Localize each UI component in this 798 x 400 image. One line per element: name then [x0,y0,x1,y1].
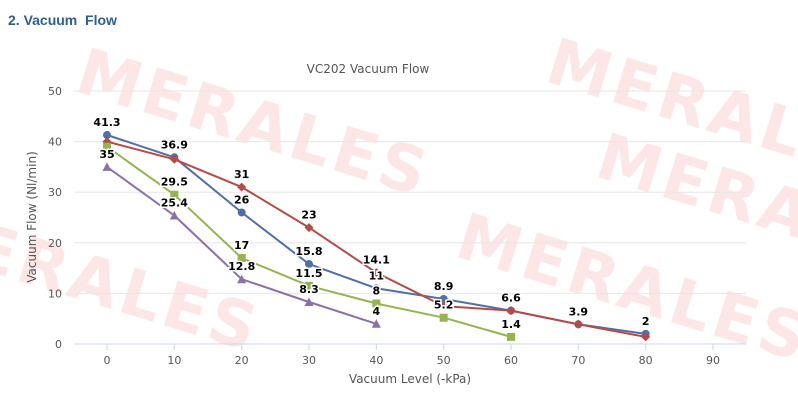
data-point [371,268,381,278]
data-point [573,319,583,329]
x-tick-label: 80 [639,354,653,367]
data-point [641,332,651,342]
data-label: 23 [301,209,316,222]
data-label: 11.5 [295,267,322,280]
y-tick-label: 20 [48,237,62,250]
x-tick-label: 20 [235,354,249,367]
data-point [237,182,247,192]
x-axis-title: Vacuum Level (-kPa) [349,372,471,386]
data-point [439,301,449,311]
x-tick-label: 0 [104,354,111,367]
data-point [439,313,448,322]
data-label: 36.9 [161,138,188,151]
data-point [103,131,111,140]
y-tick-label: 50 [48,85,62,98]
data-label: 12.8 [228,260,255,273]
data-label: 8.9 [434,280,454,293]
data-label: 3.9 [569,305,589,318]
chart-title: VC202 Vacuum Flow [307,62,430,76]
data-label: 17 [234,239,249,252]
data-label: 8.3 [299,283,319,296]
data-point [305,281,313,290]
axes: 0 10 20 30 40 50 0 10 20 30 40 50 60 70 80 90 [48,85,720,367]
data-point [169,154,179,164]
section-heading: 2. Vacuum Flow [8,12,117,28]
x-tick-label: 30 [302,354,316,367]
series-layer [102,131,651,342]
data-point [305,260,313,269]
data-label: 26 [234,193,250,206]
x-tick-label: 40 [369,354,383,367]
data-point [237,274,247,284]
data-point [506,306,516,316]
data-point [170,190,179,199]
data-point [304,297,314,307]
x-tick-label: 50 [437,354,451,367]
data-labels: 41.3 36.9 26 15.8 11 8.9 6.6 3.9 2 31 23 14.1 29.5 17… [92,115,651,333]
data-label: 4 [373,305,381,318]
x-tick-label: 70 [571,354,585,367]
data-point [372,299,381,308]
data-point [507,332,515,341]
y-tick-label: 40 [48,136,62,149]
data-point [102,162,112,171]
data-label: 2 [642,315,650,328]
y-tick-label: 10 [48,287,62,300]
y-tick-label: 0 [55,338,62,351]
data-label: 35 [99,148,114,161]
data-label: 5.2 [434,299,454,312]
data-point [304,223,314,233]
data-label: 6.6 [501,292,521,305]
data-point [103,142,111,151]
data-point [439,294,448,303]
data-label: 31 [234,168,249,181]
data-label: 14.1 [363,254,390,267]
y-tick-label: 30 [48,186,62,199]
data-point [169,210,179,220]
data-label: 8 [373,285,381,298]
data-point [371,319,381,328]
x-tick-label: 10 [167,354,181,367]
data-point [237,253,246,262]
data-label: 15.8 [295,245,322,258]
x-tick-label: 90 [706,354,720,367]
data-label: 41.3 [93,116,120,129]
data-point [372,284,381,293]
data-point [237,208,246,217]
data-label: 29.5 [161,176,188,189]
data-label: 25.4 [161,196,188,209]
data-label: 11 [369,269,384,282]
data-label: 1.4 [501,318,521,331]
x-tick-label: 60 [504,354,518,367]
y-axis-title: Vacuum Flow (Nl/min) [25,151,39,283]
